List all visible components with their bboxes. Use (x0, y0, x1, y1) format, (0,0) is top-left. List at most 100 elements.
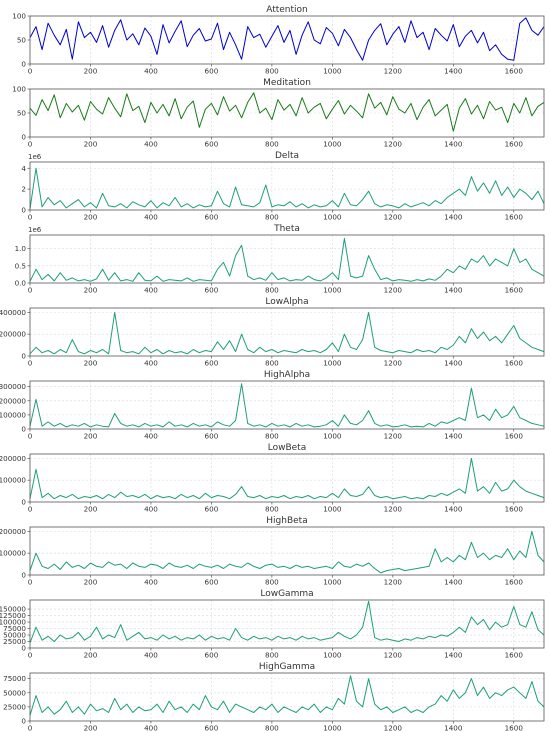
panel-delta: Delta 1e6 0 200 400 600 800 1000 1200 1400 1600 0 2 4 (21, 151, 545, 222)
x-tick-label: 1000 (323, 213, 342, 222)
x-tick-label: 1000 (323, 286, 342, 295)
y-tick-label: 400000 (0, 308, 26, 317)
x-tick-label: 200 (84, 67, 98, 76)
y-tick-label: 200000 (0, 330, 26, 339)
panel-lowbeta: LowBeta 0 200 400 600 800 1000 1200 1400 1600 0 100… (0, 443, 545, 514)
x-tick-label: 600 (205, 359, 219, 368)
x-tick-label: 1600 (505, 505, 524, 514)
x-tick-label: 1000 (323, 359, 342, 368)
x-tick-label: 1400 (444, 213, 463, 222)
panel-title: LowBeta (268, 443, 306, 453)
y-tick-label: 100 (12, 12, 26, 21)
y-tick-label: 150000 (0, 605, 26, 614)
y-tick-label: 100000 (0, 549, 26, 558)
x-tick-label: 200 (84, 505, 98, 514)
y-tick-label: 300000 (0, 382, 26, 391)
y-tick-label: 0 (21, 206, 26, 215)
panel-title: HighBeta (266, 516, 307, 526)
y-tick-label: 0 (21, 352, 26, 361)
x-tick-label: 800 (265, 286, 279, 295)
plot-frame (29, 307, 545, 357)
x-tick-label: 600 (205, 578, 219, 587)
series-line (29, 675, 545, 716)
x-tick-label: 400 (144, 651, 158, 660)
y-tick-label: 100000 (0, 618, 26, 627)
y-tick-label: 100000 (0, 476, 26, 485)
x-tick-label: 200 (84, 578, 98, 587)
x-tick-label: 1600 (505, 286, 524, 295)
x-tick-label: 1400 (444, 651, 463, 660)
y-tick-label: 50000 (3, 631, 26, 640)
panel-title: LowAlpha (265, 297, 308, 307)
x-tick-label: 1000 (323, 724, 342, 731)
plot-frame (29, 526, 545, 576)
x-tick-label: 0 (28, 724, 33, 731)
x-tick-label: 800 (265, 724, 279, 731)
x-tick-label: 800 (265, 359, 279, 368)
y-tick-label: 0 (21, 571, 26, 580)
x-tick-label: 1400 (444, 359, 463, 368)
x-tick-label: 1600 (505, 578, 524, 587)
series-line (29, 457, 545, 500)
x-tick-label: 400 (144, 432, 158, 441)
x-tick-label: 400 (144, 286, 158, 295)
x-tick-label: 200 (84, 286, 98, 295)
x-tick-label: 1200 (384, 140, 403, 149)
panel-title: HighGamma (259, 662, 315, 672)
x-tick-label: 1400 (444, 67, 463, 76)
x-tick-label: 1600 (505, 724, 524, 731)
x-tick-label: 1600 (505, 140, 524, 149)
x-tick-label: 0 (28, 505, 33, 514)
x-tick-label: 600 (205, 286, 219, 295)
y-tick-label: 200000 (0, 527, 26, 536)
x-tick-label: 1000 (323, 432, 342, 441)
x-tick-label: 200 (84, 432, 98, 441)
x-tick-label: 1200 (384, 359, 403, 368)
x-tick-label: 800 (265, 213, 279, 222)
x-tick-label: 0 (28, 67, 33, 76)
x-tick-label: 200 (84, 724, 98, 731)
y-tick-label: 200000 (0, 454, 26, 463)
panel-title: Theta (273, 224, 300, 234)
x-tick-label: 400 (144, 578, 158, 587)
x-tick-label: 1600 (505, 359, 524, 368)
y-tick-label: 50000 (3, 688, 26, 697)
series-line (29, 383, 545, 428)
panel-lowalpha: LowAlpha 0 200 400 600 800 1000 1200 1400 1600 0 20… (0, 297, 545, 368)
panel-title: Attention (266, 5, 308, 15)
plot-frame (29, 161, 545, 211)
panel-meditation: Meditation 0 200 400 600 800 1000 1200 1400 1600 0… (12, 78, 545, 149)
plot-frame (29, 453, 545, 503)
x-tick-label: 600 (205, 432, 219, 441)
y-tick-label: 25000 (3, 702, 26, 711)
x-tick-label: 0 (28, 286, 33, 295)
x-tick-label: 400 (144, 359, 158, 368)
y-tick-label: 4 (21, 164, 26, 173)
x-tick-label: 0 (28, 359, 33, 368)
y-tick-label: 125000 (0, 611, 26, 620)
x-tick-label: 1000 (323, 505, 342, 514)
x-tick-label: 200 (84, 651, 98, 660)
x-tick-label: 200 (84, 140, 98, 149)
panel-attention: Attention 0 200 400 600 800 1000 1200 1400 1600 0 5… (12, 5, 545, 76)
panel-title: Meditation (263, 78, 311, 88)
y-tick-label: 25000 (3, 637, 26, 646)
x-tick-label: 1400 (444, 140, 463, 149)
x-tick-label: 1000 (323, 67, 342, 76)
x-tick-label: 0 (28, 432, 33, 441)
y-tick-label: 0 (21, 717, 26, 726)
y-tick-label: 0 (21, 133, 26, 142)
y-tick-label: 0 (21, 498, 26, 507)
x-tick-label: 0 (28, 578, 33, 587)
x-tick-label: 400 (144, 505, 158, 514)
x-tick-label: 600 (205, 651, 219, 660)
x-tick-label: 600 (205, 724, 219, 731)
y-tick-label: 0.5 (15, 261, 26, 270)
y-tick-label: 75000 (3, 674, 26, 683)
y-tick-label: 0 (21, 644, 26, 653)
x-tick-label: 1200 (384, 651, 403, 660)
x-tick-label: 0 (28, 140, 33, 149)
x-tick-label: 600 (205, 505, 219, 514)
panel-highalpha: HighAlpha 0 200 400 600 800 1000 1200 1400 1600 0 1… (0, 370, 545, 441)
x-tick-label: 600 (205, 213, 219, 222)
